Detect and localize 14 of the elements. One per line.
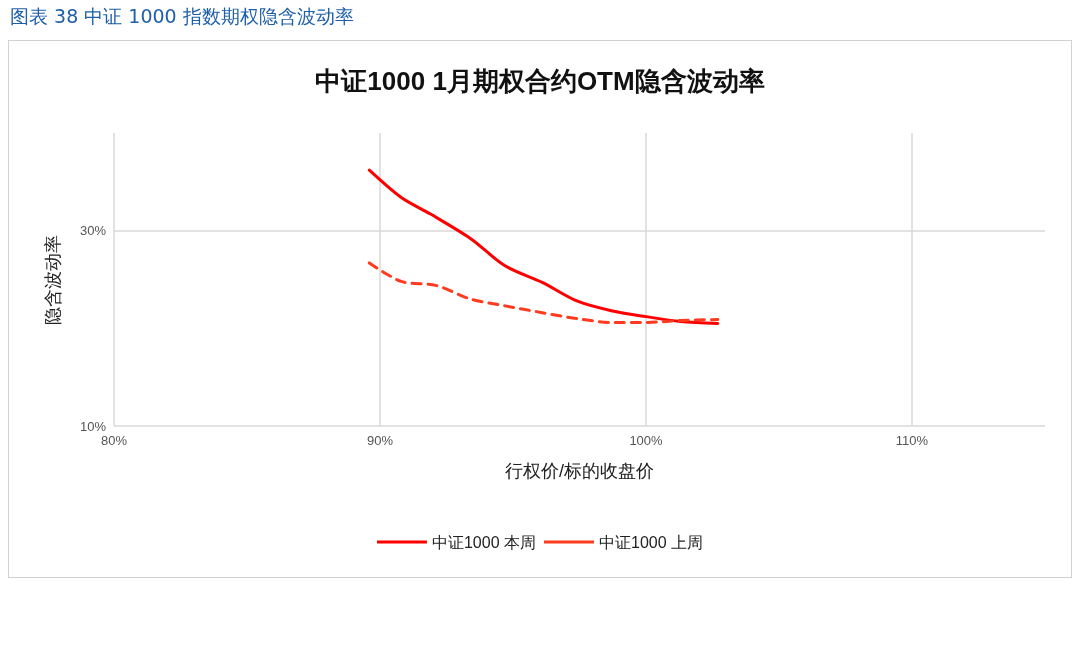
y-axis-title: 隐含波动率 [43, 234, 63, 325]
line-series [367, 168, 720, 325]
x-tick-label: 90% [366, 433, 394, 448]
chart-title: 中证1000 1月期权合约OTM隐含波动率 [315, 66, 765, 96]
y-tick-label: 10% [79, 418, 107, 434]
x-tick-label: 80% [100, 433, 128, 448]
y-tick-label: 30% [79, 223, 107, 239]
x-axis-title: 行权价/标的收盘价 [504, 461, 655, 481]
line-series [367, 261, 720, 324]
legend-label: 中证1000 本周 [431, 533, 537, 551]
chart-subtitle: 图表 38 中证 1000 指数期权隐含波动率 [10, 4, 354, 29]
x-tick-label: 100% [629, 433, 664, 448]
legend-label: 中证1000 上周 [599, 533, 704, 551]
x-tick-label: 110% [895, 433, 929, 448]
